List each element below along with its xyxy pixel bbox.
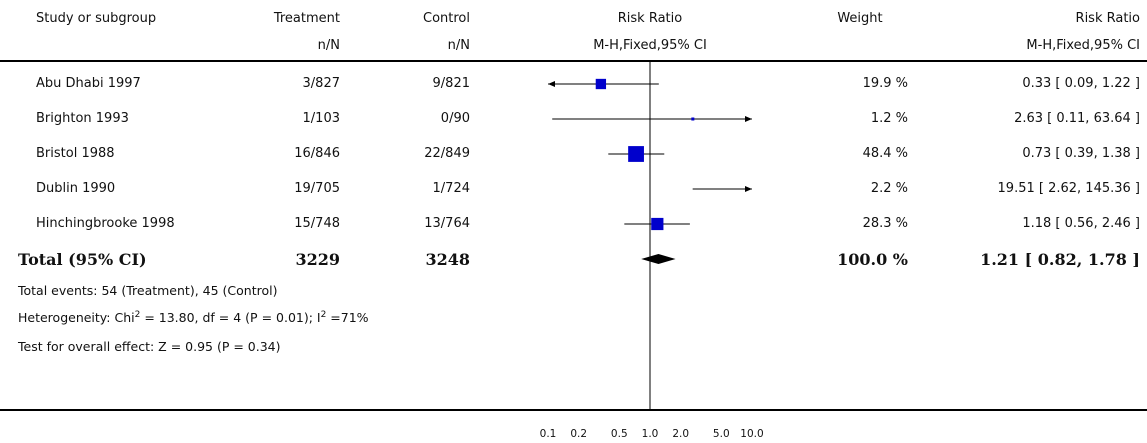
study-rr-text: 0.73 [ 0.39, 1.38 ] [1022,146,1140,161]
study-weight: 2.2 % [870,181,908,196]
study-rr-text: 19.51 [ 2.62, 145.36 ] [997,181,1140,196]
total-label: Total (95% CI) [18,250,147,269]
study-box [691,117,695,121]
header-rr-text: Risk Ratio [1075,11,1140,26]
study-name: Abu Dhabi 1997 [36,76,141,91]
study-weight: 1.2 % [870,111,908,126]
pooled-diamond [641,254,676,264]
study-box [628,146,644,162]
study-box [595,78,607,90]
study-name: Brighton 1993 [36,111,129,126]
total-treatment: 3229 [295,250,340,269]
header-rr-text-sub: M-H,Fixed,95% CI [1026,38,1140,53]
heterogeneity-post: =71% [326,310,369,326]
x-tick-label: 0.5 [610,428,628,440]
x-tick-label: 0.1 [539,428,557,440]
footer-heterogeneity: Heterogeneity: Chi2 = 13.80, df = 4 (P =… [18,310,369,325]
study-treatment: 19/705 [294,181,340,196]
study-weight: 28.3 % [862,216,908,231]
study-rr-text: 0.33 [ 0.09, 1.22 ] [1022,76,1140,91]
study-rr-text: 1.18 [ 0.56, 2.46 ] [1022,216,1140,231]
header-rr-plot: Risk Ratio [617,11,683,26]
total-rr-text: 1.21 [ 0.82, 1.78 ] [980,250,1140,269]
study-control: 22/849 [424,146,470,161]
study-name: Dublin 1990 [36,181,116,196]
study-control: 13/764 [424,216,470,231]
study-treatment: 1/103 [302,111,340,126]
study-control: 1/724 [432,181,470,196]
x-tick-label: 1.0 [641,428,659,440]
footer-events: Total events: 54 (Treatment), 45 (Contro… [18,283,278,298]
study-rr-text: 2.63 [ 0.11, 63.64 ] [1014,111,1140,126]
ci-arrow-right [745,116,752,122]
ci-arrow-right [745,186,752,192]
x-tick-label: 0.2 [570,428,588,440]
header-control: Control [423,11,470,26]
total-weight: 100.0 % [837,250,908,269]
study-box [651,217,664,231]
study-treatment: 15/748 [294,216,340,231]
header-study: Study or subgroup [36,11,157,26]
header-rr-plot-sub: M-H,Fixed,95% CI [593,38,707,53]
study-treatment: 16/846 [294,146,340,161]
study-control: 9/821 [432,76,470,91]
footer-rule [0,409,1147,411]
heterogeneity-sup-chi: 2 [134,310,141,320]
study-name: Bristol 1988 [36,146,115,161]
x-tick-label: 2.0 [672,428,690,440]
study-control: 0/90 [440,111,470,126]
header-treatment-sub: n/N [317,38,340,53]
study-treatment: 3/827 [302,76,340,91]
heterogeneity-sup-i: 2 [320,310,327,320]
total-control: 3248 [425,250,470,269]
header-treatment: Treatment [273,11,340,26]
header-rule [0,60,1147,62]
x-tick-label: 5.0 [712,428,730,440]
study-name: Hinchingbrooke 1998 [36,216,175,231]
x-tick-label: 10.0 [740,428,764,440]
footer-overall: Test for overall effect: Z = 0.95 (P = 0… [18,339,281,354]
heterogeneity-pre: Heterogeneity: Chi [18,310,135,326]
ci-arrow-left [548,81,555,87]
header-control-sub: n/N [447,38,470,53]
study-weight: 48.4 % [862,146,908,161]
study-weight: 19.9 % [862,76,908,91]
heterogeneity-mid: = 13.80, df = 4 (P = 0.01); I [140,310,321,326]
header-weight: Weight [837,11,883,26]
